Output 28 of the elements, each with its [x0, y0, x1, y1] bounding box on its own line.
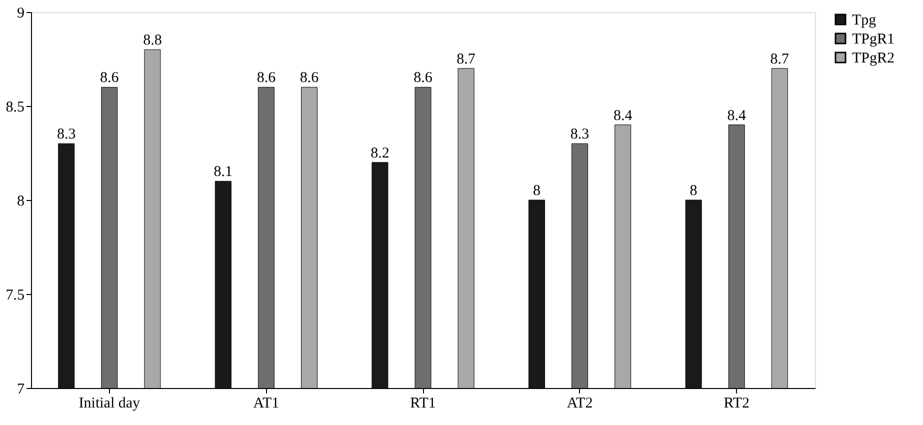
data-label: 8.7 [456, 51, 476, 68]
legend-label: Tpg [852, 12, 877, 28]
data-label: 8 [533, 183, 541, 199]
data-label: 8.6 [300, 70, 320, 86]
x-tick-label: AT2 [566, 396, 593, 412]
y-tick-label: 9 [17, 6, 24, 22]
data-label: 8.2 [370, 145, 390, 162]
x-tick-label: AT1 [253, 396, 280, 412]
y-tick-label: 7 [17, 382, 25, 398]
x-tick-label: RT1 [410, 396, 436, 412]
data-label: 8.3 [570, 126, 590, 143]
data-label: 8.1 [214, 164, 233, 180]
data-label: 8.4 [727, 108, 746, 124]
x-tick-label: RT2 [724, 396, 750, 412]
data-label: 8.4 [613, 108, 633, 124]
data-label: 8.6 [256, 70, 276, 86]
legend-label: TPgR1 [852, 32, 895, 48]
data-label: 8.6 [414, 70, 433, 86]
y-tick-label: 7.5 [6, 288, 24, 304]
y-tick-label: 8.5 [6, 100, 24, 116]
data-label: 8.3 [56, 126, 76, 143]
legend-label: TPgR2 [852, 50, 895, 66]
x-tick-label: Initial day [78, 396, 141, 412]
data-label: 8 [690, 183, 698, 199]
data-label: 8.6 [100, 70, 120, 86]
data-label: 8.7 [770, 51, 790, 68]
data-label: 8.8 [143, 32, 162, 49]
y-tick-label: 8 [17, 194, 24, 210]
